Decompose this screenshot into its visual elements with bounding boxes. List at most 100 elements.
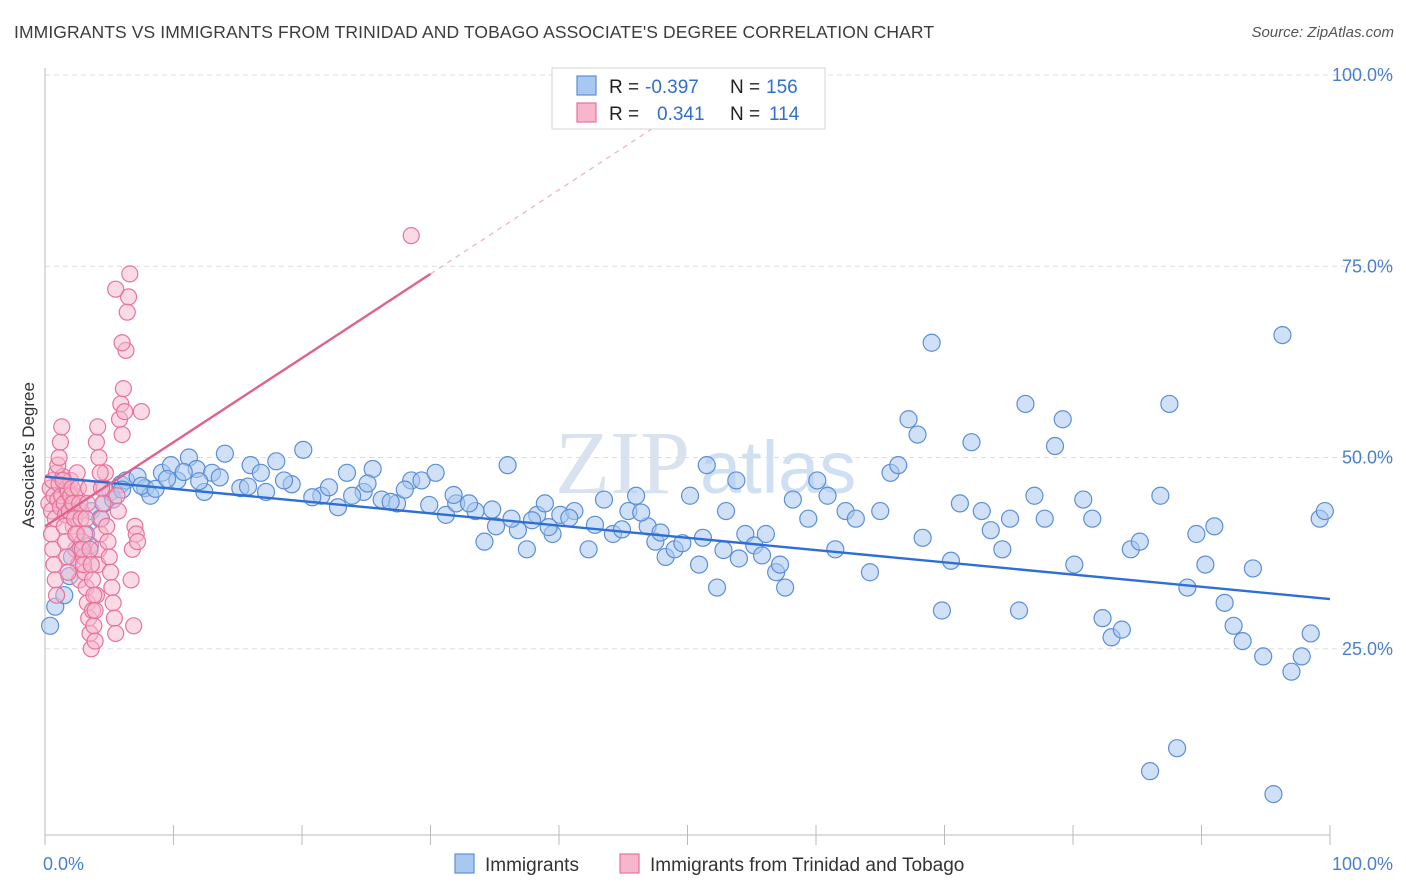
immigrants-point <box>899 410 918 429</box>
immigrants-point <box>729 549 749 568</box>
trinidad-point <box>86 601 104 620</box>
immigrants-point <box>716 501 736 521</box>
trinidad-point <box>119 288 138 306</box>
immigrants-point <box>1205 517 1224 536</box>
immigrants-point <box>459 494 479 513</box>
trinidad-point <box>103 578 121 597</box>
immigrants-point <box>1000 509 1020 528</box>
immigrants-point <box>1254 647 1273 666</box>
immigrants-point <box>238 477 258 496</box>
immigrants-point <box>993 540 1012 559</box>
immigrants-point <box>522 511 542 530</box>
immigrants-point <box>475 532 494 551</box>
immigrants-point <box>412 471 431 490</box>
bottom-legend: Immigrants Immigrants from Trinidad and … <box>454 853 964 876</box>
immigrants-point <box>908 425 927 444</box>
trinidad-point <box>402 227 420 245</box>
trinidad-point <box>89 418 107 436</box>
immigrants-point <box>1264 784 1283 804</box>
immigrants-point <box>770 555 790 574</box>
immigrants-point <box>560 508 579 528</box>
trinidad-point <box>116 403 134 421</box>
immigrants-point <box>215 444 234 463</box>
immigrants-point <box>962 433 981 452</box>
trinidad-point <box>83 571 102 589</box>
legend-swatch-blue <box>576 75 597 96</box>
immigrants-point <box>517 540 536 559</box>
immigrants-point <box>1301 624 1320 643</box>
trinidad-point <box>51 433 70 451</box>
legend-r-label-1: R = <box>609 77 639 98</box>
immigrants-point <box>502 509 521 528</box>
trinidad-point <box>121 265 139 283</box>
immigrants-point <box>337 463 357 482</box>
immigrants-point <box>1187 524 1206 544</box>
bottom-legend-label-immigrants: Immigrants <box>485 855 579 876</box>
grid-lines <box>45 74 1392 650</box>
y-axis-title: Associate's Degree <box>19 382 38 528</box>
immigrants-point <box>941 551 961 570</box>
trinidad-point <box>81 540 99 558</box>
immigrants-point <box>950 494 970 513</box>
immigrants-point <box>294 440 313 459</box>
trinidad-point <box>91 464 109 482</box>
immigrants-point <box>1035 509 1054 528</box>
immigrants-points <box>41 326 1334 804</box>
trinidad-point <box>113 425 131 444</box>
tick-labels: 25.0% 50.0% 75.0% 100.0% 0.0% 100.0% <box>43 65 1393 874</box>
y-tick-label: 25.0% <box>1342 639 1393 659</box>
trinidad-point <box>100 548 118 566</box>
trinidad-point <box>108 487 126 505</box>
trinidad-trend-line <box>44 272 432 528</box>
immigrants-point <box>1167 739 1187 758</box>
immigrants-point <box>697 456 716 475</box>
immigrants-point <box>818 486 837 505</box>
trinidad-point <box>59 563 77 581</box>
immigrants-point <box>1016 394 1035 414</box>
immigrants-point <box>752 546 772 565</box>
trinidad-point <box>114 380 132 398</box>
immigrants-point <box>1065 555 1084 574</box>
immigrants-point <box>190 472 209 491</box>
immigrants-point <box>783 490 802 509</box>
immigrants-point <box>1053 410 1072 429</box>
immigrants-point <box>157 469 177 489</box>
immigrants-point <box>1025 486 1044 505</box>
immigrants-point <box>539 518 558 537</box>
trinidad-point <box>77 510 95 528</box>
immigrants-point <box>1224 616 1243 635</box>
immigrants-point <box>343 486 362 505</box>
trinidad-point <box>58 548 76 566</box>
trinidad-point <box>82 555 100 574</box>
immigrants-point <box>267 452 286 471</box>
immigrants-point <box>1151 486 1170 505</box>
y-tick-label: 50.0% <box>1342 448 1393 468</box>
immigrants-point <box>846 509 865 528</box>
immigrants-point <box>1292 647 1311 666</box>
immigrants-point <box>707 578 727 597</box>
immigrants-point <box>1074 490 1093 509</box>
immigrants-point <box>1178 578 1197 597</box>
trinidad-point <box>85 586 103 604</box>
immigrants-point <box>1215 593 1234 612</box>
immigrants-point <box>535 494 554 513</box>
immigrants-point <box>689 555 709 574</box>
immigrants-point <box>714 540 733 560</box>
immigrants-point <box>486 517 506 536</box>
immigrants-point <box>483 500 502 519</box>
legend-swatch-pink <box>576 102 597 123</box>
trinidad-point <box>105 609 123 627</box>
trinidad-point <box>76 525 94 543</box>
trinidad-point <box>109 502 127 520</box>
immigrants-trend-line <box>44 475 1331 601</box>
chart-title: IMMIGRANTS VS IMMIGRANTS FROM TRINIDAD A… <box>14 22 935 42</box>
immigrants-point <box>1196 555 1215 574</box>
immigrants-point <box>981 521 1000 540</box>
immigrants-point <box>1160 394 1179 414</box>
immigrants-point <box>174 462 193 482</box>
trinidad-point <box>125 617 143 635</box>
legend-r-value-2: 0.341 <box>657 104 705 125</box>
x-tick-label: 100.0% <box>1332 854 1393 874</box>
immigrants-point <box>776 578 795 597</box>
immigrants-point <box>972 501 991 521</box>
